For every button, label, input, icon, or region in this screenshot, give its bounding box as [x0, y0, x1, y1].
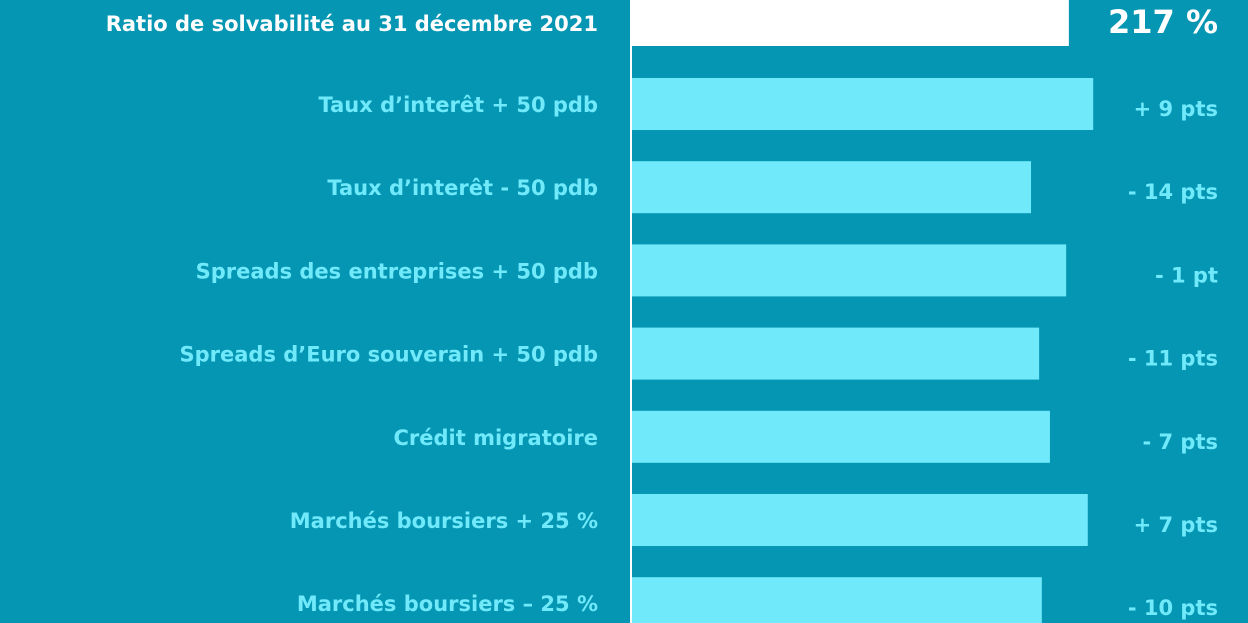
bar [631, 410, 1050, 463]
bar [631, 327, 1040, 380]
category-label: Spreads d’Euro souverain + 50 pdb [179, 343, 598, 367]
base-bar [631, 0, 1069, 46]
value-label: - 10 pts [1128, 596, 1218, 620]
value-label: - 7 pts [1142, 430, 1218, 454]
value-label: + 9 pts [1134, 97, 1218, 121]
category-label: Marchés boursiers – 25 % [297, 592, 598, 616]
value-label: - 1 pt [1155, 263, 1218, 287]
base-value-label: 217 % [1108, 3, 1218, 41]
category-label: Crédit migratoire [394, 426, 599, 450]
value-label: + 7 pts [1134, 513, 1218, 537]
bar [631, 78, 1094, 130]
category-label: Spreads des entreprises + 50 pdb [196, 259, 598, 283]
category-label: Taux d’interêt - 50 pdb [327, 176, 598, 200]
category-label: Taux d’interêt + 50 pdb [318, 93, 598, 117]
value-label: - 14 pts [1128, 180, 1218, 204]
bar [631, 161, 1032, 214]
value-label: - 11 pts [1128, 347, 1218, 371]
category-label: Marchés boursiers + 25 % [290, 509, 598, 533]
bar [631, 494, 1088, 546]
bar [631, 244, 1067, 297]
bar [631, 577, 1042, 623]
base-label: Ratio de solvabilité au 31 décembre 2021 [106, 12, 598, 36]
